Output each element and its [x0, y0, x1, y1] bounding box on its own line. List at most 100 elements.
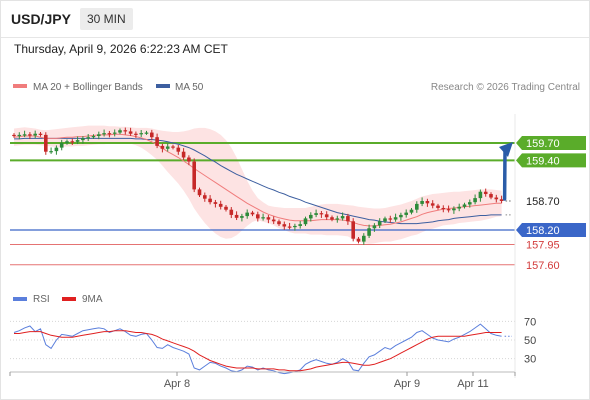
- candle-body: [335, 218, 340, 220]
- candle-body: [446, 209, 451, 211]
- candle: [282, 221, 287, 230]
- candle-body: [12, 134, 16, 137]
- candle-body: [91, 136, 96, 138]
- candle: [139, 130, 143, 137]
- candle-body: [303, 218, 308, 225]
- candle: [218, 200, 223, 210]
- candle-body: [218, 203, 223, 207]
- bollinger-band: [14, 125, 502, 244]
- ma20-line: [13, 133, 502, 227]
- candle-body: [234, 214, 239, 218]
- candle-body: [330, 217, 334, 220]
- candle-body: [298, 224, 302, 226]
- price-label: 158.70: [526, 196, 560, 208]
- price-label: 159.40: [526, 155, 560, 167]
- candle-body: [494, 197, 499, 200]
- candle: [303, 216, 308, 226]
- candle: [81, 136, 85, 144]
- candle: [436, 203, 440, 210]
- ma50-legend-swatch: [156, 84, 170, 88]
- candle-body: [436, 205, 440, 208]
- candle-body: [224, 206, 228, 210]
- price-label: 158.20: [526, 225, 560, 237]
- candle-body: [377, 221, 382, 226]
- candle: [271, 216, 276, 224]
- candle-body: [33, 133, 37, 136]
- time-axis: Apr 8 Apr 9 Apr 11: [9, 114, 516, 390]
- candle-body: [59, 143, 64, 148]
- candle-body: [314, 213, 318, 215]
- candle-body: [250, 212, 255, 215]
- candle-body: [271, 219, 276, 222]
- candle-body: [150, 132, 154, 138]
- forecast-arrow-head: [499, 142, 513, 157]
- rsi-ma-legend-swatch: [62, 297, 76, 301]
- candle: [187, 155, 191, 166]
- candle-body: [478, 191, 483, 199]
- candle-body: [489, 194, 493, 198]
- ma50-legend-label: MA 50: [175, 82, 204, 93]
- candle-body: [430, 203, 435, 206]
- candle: [340, 212, 345, 221]
- candle: [468, 199, 472, 208]
- candle-body: [54, 147, 59, 152]
- candle: [404, 209, 408, 218]
- candle-body: [245, 212, 249, 217]
- candle: [165, 143, 170, 152]
- rsi-panel: 70 50 30: [10, 316, 536, 375]
- candle: [261, 213, 265, 221]
- candle: [256, 211, 260, 222]
- candle-body: [420, 201, 424, 204]
- candle-body: [97, 134, 101, 137]
- candle-body: [356, 238, 361, 242]
- candle: [335, 215, 340, 223]
- candle-body: [81, 138, 85, 141]
- candle-body: [261, 217, 265, 219]
- candle: [86, 134, 90, 142]
- candle: [59, 139, 64, 151]
- candle: [192, 158, 196, 193]
- candle: [118, 128, 122, 135]
- candle: [112, 129, 117, 137]
- candle: [409, 207, 414, 215]
- candle: [123, 127, 128, 135]
- candle: [234, 211, 239, 221]
- candle: [102, 129, 106, 137]
- candle: [203, 192, 207, 202]
- candle: [107, 130, 112, 138]
- time-tick-label: Apr 9: [394, 378, 420, 390]
- bollinger-band-layer: [14, 125, 502, 244]
- candle: [181, 148, 186, 160]
- candle-body: [123, 130, 128, 132]
- candle: [351, 218, 355, 242]
- symbol-title: USD/JPY: [11, 11, 71, 27]
- candle: [171, 144, 175, 150]
- candle: [362, 233, 366, 245]
- candle-body: [404, 212, 408, 215]
- candle-body: [139, 133, 143, 135]
- candle-body: [144, 132, 149, 134]
- candle-body: [277, 221, 281, 225]
- candle: [388, 215, 393, 223]
- candle: [250, 210, 255, 217]
- candle-body: [70, 141, 75, 143]
- candle: [28, 132, 32, 140]
- candle: [22, 130, 27, 138]
- candle-body: [49, 151, 53, 153]
- candle: [319, 210, 324, 218]
- candle-body: [171, 146, 175, 148]
- candle: [75, 136, 80, 145]
- candle: [473, 194, 477, 205]
- rsi-tick-label: 70: [524, 316, 536, 328]
- candle-body: [324, 214, 329, 218]
- candle: [54, 145, 59, 155]
- rsi-legend-swatch: [13, 297, 27, 301]
- candle: [399, 212, 403, 221]
- candle: [176, 144, 181, 155]
- candle: [415, 201, 419, 213]
- candle-body: [229, 209, 234, 215]
- timeframe-badge[interactable]: 30 MIN: [80, 8, 133, 30]
- candle: [298, 221, 302, 229]
- candle-body: [75, 140, 80, 142]
